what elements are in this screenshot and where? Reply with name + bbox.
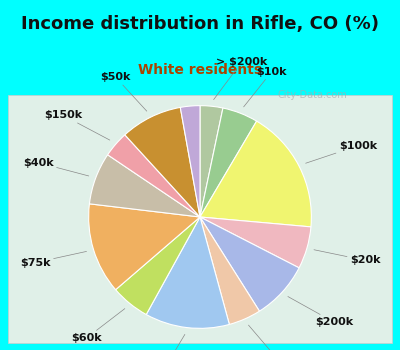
Text: White residents: White residents <box>138 63 262 77</box>
Text: Income distribution in Rifle, CO (%): Income distribution in Rifle, CO (%) <box>21 15 379 34</box>
Text: $75k: $75k <box>20 251 86 267</box>
Wedge shape <box>90 155 200 217</box>
Wedge shape <box>200 106 223 217</box>
Text: $10k: $10k <box>244 66 287 107</box>
Text: $100k: $100k <box>306 141 377 163</box>
Text: $200k: $200k <box>288 296 353 327</box>
Wedge shape <box>125 107 200 217</box>
Text: $125k: $125k <box>143 334 185 350</box>
FancyBboxPatch shape <box>8 94 392 343</box>
Text: > $200k: > $200k <box>214 57 267 99</box>
Wedge shape <box>108 135 200 217</box>
Wedge shape <box>200 121 311 227</box>
Wedge shape <box>180 106 200 217</box>
Text: $40k: $40k <box>23 158 89 176</box>
Wedge shape <box>116 217 200 315</box>
Wedge shape <box>200 217 260 324</box>
Text: $30k: $30k <box>248 325 293 350</box>
Text: $50k: $50k <box>100 72 147 111</box>
Text: $60k: $60k <box>71 309 125 343</box>
Wedge shape <box>89 204 200 290</box>
Wedge shape <box>200 217 299 311</box>
Wedge shape <box>200 108 257 217</box>
Text: $20k: $20k <box>314 250 380 265</box>
Wedge shape <box>146 217 229 328</box>
Text: $150k: $150k <box>44 110 110 140</box>
Wedge shape <box>200 217 311 268</box>
Text: City-Data.com: City-Data.com <box>277 90 347 99</box>
